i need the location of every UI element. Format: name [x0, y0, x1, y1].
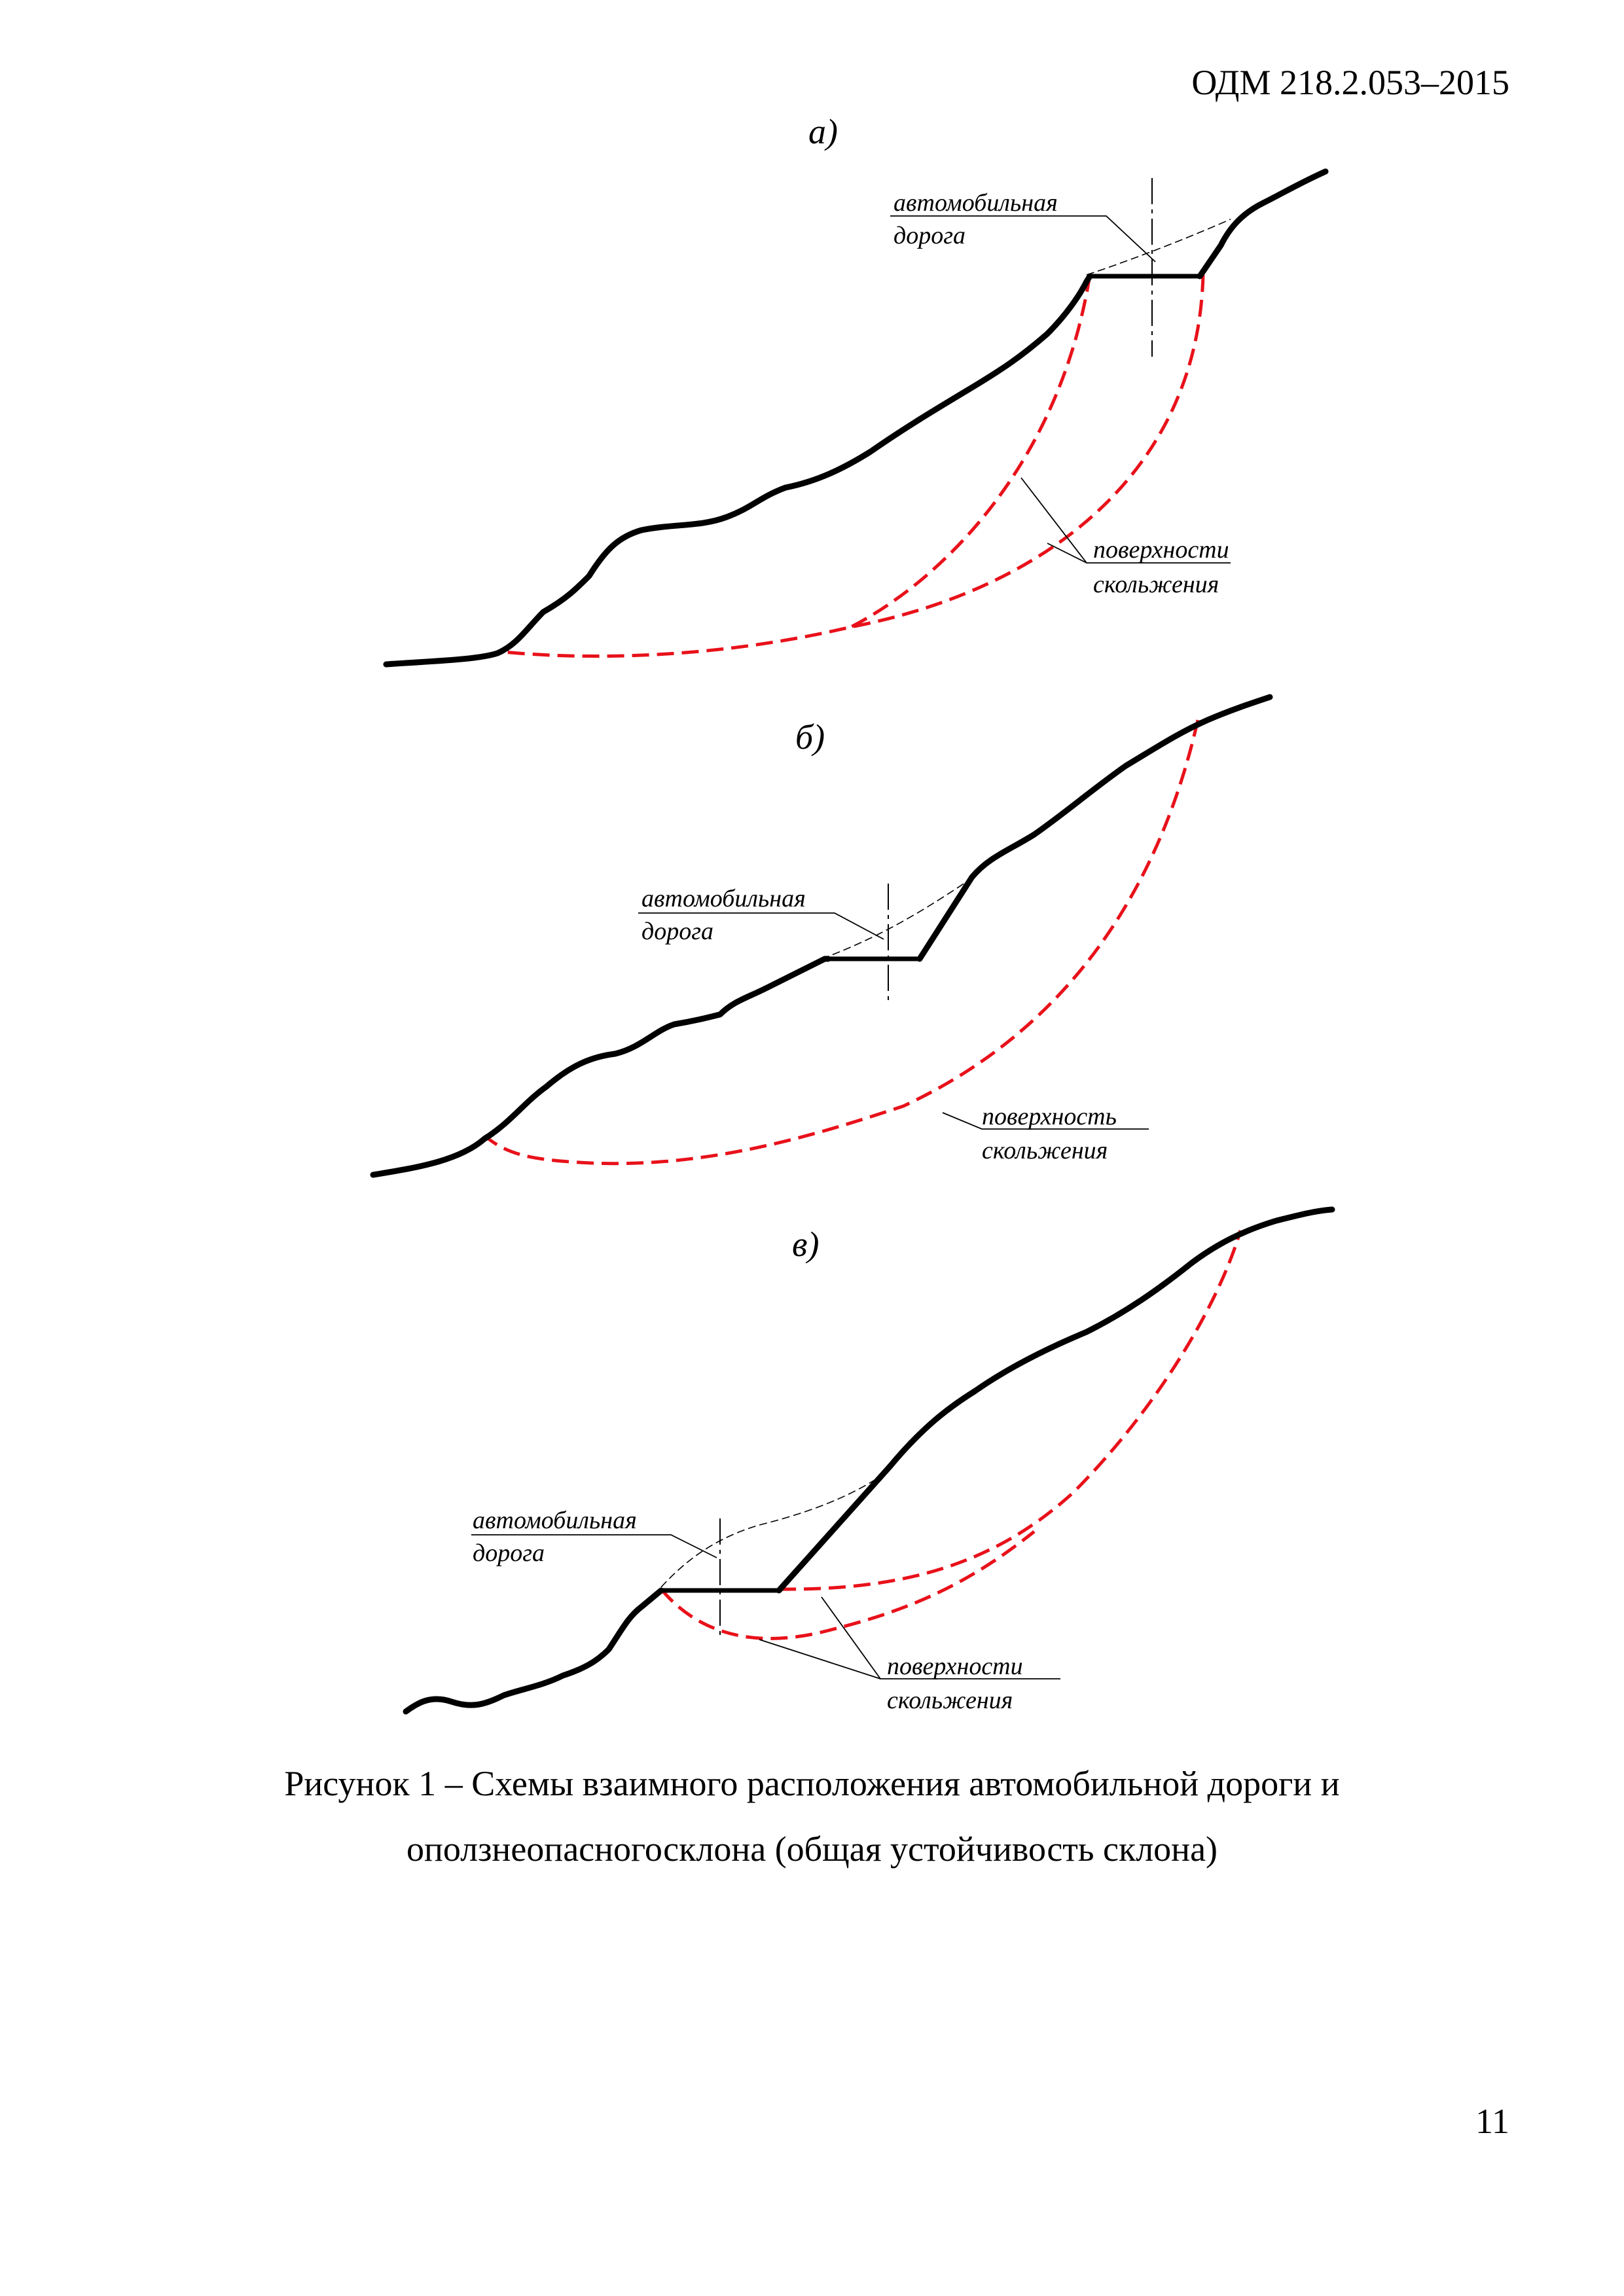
- cut-slope-c: [776, 1206, 1335, 1594]
- road-label-leader-b: [638, 912, 884, 940]
- original-slope-line-c: [660, 1469, 891, 1588]
- scheme-a: автомобильная дорога поверхности скольже…: [383, 168, 1329, 668]
- slip-surface-b: [483, 719, 1200, 1166]
- cut-slope-a: [1197, 168, 1329, 279]
- slip-surface-a-outer: [497, 274, 1205, 658]
- road-label-a-line2: дорога: [893, 222, 965, 249]
- surface-label-c-line2: скольжения: [887, 1687, 1013, 1714]
- surface-label-c-line1: поверхности: [887, 1653, 1023, 1680]
- slip-surface-c-near: [660, 1530, 1036, 1640]
- figure-caption-line2: оползнеопасногосклона (общая устойчивост…: [406, 1829, 1218, 1869]
- panel-a-letter: а): [808, 112, 838, 151]
- surface-label-leader-c-2: [759, 1639, 881, 1679]
- cut-slope-b: [916, 694, 1273, 962]
- slip-surface-c-far: [778, 1230, 1242, 1591]
- road-label-b-line1: автомобильная: [641, 885, 806, 912]
- panel-c-letter: в): [792, 1225, 820, 1264]
- surface-label-leader-b: [942, 1112, 1149, 1130]
- scheme-b: автомобильная дорога поверхность скольже…: [370, 694, 1273, 1178]
- ground-profile-b: [370, 956, 831, 1178]
- road-label-c-line1: автомобильная: [473, 1507, 637, 1534]
- page-number: 11: [1475, 2102, 1509, 2141]
- surface-label-b-line2: скольжения: [982, 1137, 1108, 1164]
- road-label-leader-a: [890, 215, 1156, 262]
- slip-surface-a-inner: [850, 274, 1092, 629]
- document-code: ОДМ 218.2.053–2015: [1191, 63, 1509, 102]
- road-label-c-line2: дорога: [473, 1539, 545, 1567]
- ground-profile-c: [403, 1587, 664, 1715]
- road-label-leader-c: [471, 1534, 717, 1558]
- figure-caption-line1: Рисунок 1 – Схемы взаимного расположения…: [284, 1764, 1340, 1803]
- scheme-c: автомобильная дорога поверхности скольже…: [403, 1206, 1335, 1715]
- original-slope-line-b: [821, 880, 969, 960]
- road-label-a-line1: автомобильная: [893, 189, 1058, 217]
- ground-profile-a: [383, 273, 1093, 668]
- surface-label-a-line1: поверхности: [1093, 536, 1229, 564]
- surface-label-leader-a-2: [1047, 543, 1087, 564]
- surface-label-a-line2: скольжения: [1093, 571, 1219, 598]
- surface-label-b-line1: поверхность: [982, 1103, 1117, 1130]
- panel-b-letter: б): [795, 717, 825, 757]
- road-label-b-line2: дорога: [641, 918, 713, 945]
- original-slope-line-a: [1086, 219, 1231, 276]
